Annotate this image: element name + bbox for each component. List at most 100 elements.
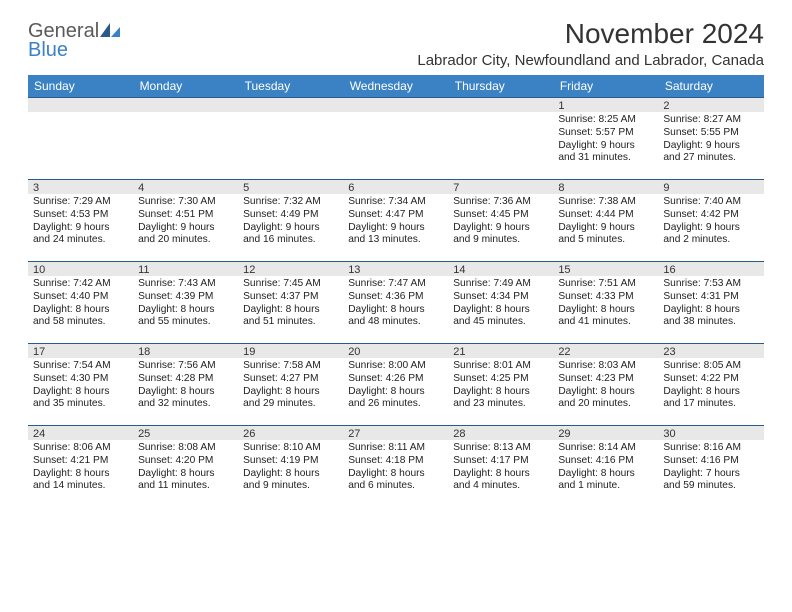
date-bar: 21: [448, 343, 553, 358]
day-detail: Sunrise: 7:34 AMSunset: 4:47 PMDaylight:…: [343, 194, 448, 247]
day-detail: Sunrise: 7:58 AMSunset: 4:27 PMDaylight:…: [238, 358, 343, 411]
calendar-cell: 30Sunrise: 8:16 AMSunset: 4:16 PMDayligh…: [658, 425, 763, 507]
day-detail: Sunrise: 7:45 AMSunset: 4:37 PMDaylight:…: [238, 276, 343, 329]
date-bar: 22: [553, 343, 658, 358]
day-detail: Sunrise: 7:43 AMSunset: 4:39 PMDaylight:…: [133, 276, 238, 329]
calendar-cell: 21Sunrise: 8:01 AMSunset: 4:25 PMDayligh…: [448, 343, 553, 425]
day-detail: Sunrise: 7:47 AMSunset: 4:36 PMDaylight:…: [343, 276, 448, 329]
calendar-cell: [28, 97, 133, 179]
calendar-cell: 2Sunrise: 8:27 AMSunset: 5:55 PMDaylight…: [658, 97, 763, 179]
date-bar: 9: [658, 179, 763, 194]
calendar-week-row: 1Sunrise: 8:25 AMSunset: 5:57 PMDaylight…: [28, 97, 764, 179]
day-detail: Sunrise: 8:25 AMSunset: 5:57 PMDaylight:…: [553, 112, 658, 165]
calendar-cell: 3Sunrise: 7:29 AMSunset: 4:53 PMDaylight…: [28, 179, 133, 261]
day-header: Sunday: [28, 75, 133, 97]
calendar-cell: 19Sunrise: 7:58 AMSunset: 4:27 PMDayligh…: [238, 343, 343, 425]
calendar-cell: 5Sunrise: 7:32 AMSunset: 4:49 PMDaylight…: [238, 179, 343, 261]
calendar-cell: 6Sunrise: 7:34 AMSunset: 4:47 PMDaylight…: [343, 179, 448, 261]
date-bar: 16: [658, 261, 763, 276]
date-bar: [448, 97, 553, 112]
date-bar: 5: [238, 179, 343, 194]
calendar-table: SundayMondayTuesdayWednesdayThursdayFrid…: [28, 75, 764, 507]
calendar-cell: 28Sunrise: 8:13 AMSunset: 4:17 PMDayligh…: [448, 425, 553, 507]
day-detail: Sunrise: 8:10 AMSunset: 4:19 PMDaylight:…: [238, 440, 343, 493]
date-bar: 7: [448, 179, 553, 194]
date-bar: 4: [133, 179, 238, 194]
day-detail: Sunrise: 8:13 AMSunset: 4:17 PMDaylight:…: [448, 440, 553, 493]
date-bar: 23: [658, 343, 763, 358]
day-detail: Sunrise: 8:03 AMSunset: 4:23 PMDaylight:…: [553, 358, 658, 411]
day-detail: Sunrise: 7:29 AMSunset: 4:53 PMDaylight:…: [28, 194, 133, 247]
calendar-cell: 22Sunrise: 8:03 AMSunset: 4:23 PMDayligh…: [553, 343, 658, 425]
month-title: November 2024: [417, 18, 764, 50]
date-bar: 17: [28, 343, 133, 358]
day-header-row: SundayMondayTuesdayWednesdayThursdayFrid…: [28, 75, 764, 97]
day-detail: Sunrise: 8:01 AMSunset: 4:25 PMDaylight:…: [448, 358, 553, 411]
calendar-cell: 26Sunrise: 8:10 AMSunset: 4:19 PMDayligh…: [238, 425, 343, 507]
date-bar: [238, 97, 343, 112]
day-detail: Sunrise: 7:42 AMSunset: 4:40 PMDaylight:…: [28, 276, 133, 329]
date-bar: 10: [28, 261, 133, 276]
date-bar: [133, 97, 238, 112]
date-bar: 30: [658, 425, 763, 440]
day-header: Saturday: [658, 75, 763, 97]
calendar-cell: 4Sunrise: 7:30 AMSunset: 4:51 PMDaylight…: [133, 179, 238, 261]
date-bar: 13: [343, 261, 448, 276]
day-detail: Sunrise: 7:32 AMSunset: 4:49 PMDaylight:…: [238, 194, 343, 247]
calendar-cell: 25Sunrise: 8:08 AMSunset: 4:20 PMDayligh…: [133, 425, 238, 507]
calendar-cell: [448, 97, 553, 179]
calendar-week-row: 10Sunrise: 7:42 AMSunset: 4:40 PMDayligh…: [28, 261, 764, 343]
date-bar: 14: [448, 261, 553, 276]
header: General Blue November 2024 Labrador City…: [28, 18, 764, 69]
date-bar: 8: [553, 179, 658, 194]
day-detail: Sunrise: 7:56 AMSunset: 4:28 PMDaylight:…: [133, 358, 238, 411]
calendar-cell: 8Sunrise: 7:38 AMSunset: 4:44 PMDaylight…: [553, 179, 658, 261]
day-detail: Sunrise: 8:08 AMSunset: 4:20 PMDaylight:…: [133, 440, 238, 493]
day-detail: Sunrise: 7:40 AMSunset: 4:42 PMDaylight:…: [658, 194, 763, 247]
calendar-cell: 13Sunrise: 7:47 AMSunset: 4:36 PMDayligh…: [343, 261, 448, 343]
calendar-cell: [238, 97, 343, 179]
date-bar: 20: [343, 343, 448, 358]
calendar-cell: 23Sunrise: 8:05 AMSunset: 4:22 PMDayligh…: [658, 343, 763, 425]
logo: General Blue: [28, 18, 120, 60]
date-bar: 25: [133, 425, 238, 440]
date-bar: 6: [343, 179, 448, 194]
day-header: Wednesday: [343, 75, 448, 97]
day-header: Thursday: [448, 75, 553, 97]
calendar-cell: 29Sunrise: 8:14 AMSunset: 4:16 PMDayligh…: [553, 425, 658, 507]
calendar-cell: 20Sunrise: 8:00 AMSunset: 4:26 PMDayligh…: [343, 343, 448, 425]
calendar-cell: 24Sunrise: 8:06 AMSunset: 4:21 PMDayligh…: [28, 425, 133, 507]
date-bar: 11: [133, 261, 238, 276]
day-detail: Sunrise: 7:49 AMSunset: 4:34 PMDaylight:…: [448, 276, 553, 329]
calendar-cell: 9Sunrise: 7:40 AMSunset: 4:42 PMDaylight…: [658, 179, 763, 261]
date-bar: 15: [553, 261, 658, 276]
calendar-cell: 16Sunrise: 7:53 AMSunset: 4:31 PMDayligh…: [658, 261, 763, 343]
day-detail: Sunrise: 7:54 AMSunset: 4:30 PMDaylight:…: [28, 358, 133, 411]
day-detail: Sunrise: 8:14 AMSunset: 4:16 PMDaylight:…: [553, 440, 658, 493]
calendar-cell: 17Sunrise: 7:54 AMSunset: 4:30 PMDayligh…: [28, 343, 133, 425]
day-detail: Sunrise: 8:11 AMSunset: 4:18 PMDaylight:…: [343, 440, 448, 493]
date-bar: 12: [238, 261, 343, 276]
calendar-cell: 7Sunrise: 7:36 AMSunset: 4:45 PMDaylight…: [448, 179, 553, 261]
day-detail: Sunrise: 8:16 AMSunset: 4:16 PMDaylight:…: [658, 440, 763, 493]
calendar-cell: 1Sunrise: 8:25 AMSunset: 5:57 PMDaylight…: [553, 97, 658, 179]
calendar-cell: 10Sunrise: 7:42 AMSunset: 4:40 PMDayligh…: [28, 261, 133, 343]
calendar-week-row: 17Sunrise: 7:54 AMSunset: 4:30 PMDayligh…: [28, 343, 764, 425]
calendar-cell: [133, 97, 238, 179]
date-bar: [28, 97, 133, 112]
date-bar: 29: [553, 425, 658, 440]
logo-sail-icon: [100, 20, 120, 42]
date-bar: 28: [448, 425, 553, 440]
date-bar: 18: [133, 343, 238, 358]
calendar-cell: 27Sunrise: 8:11 AMSunset: 4:18 PMDayligh…: [343, 425, 448, 507]
date-bar: 19: [238, 343, 343, 358]
calendar-cell: 15Sunrise: 7:51 AMSunset: 4:33 PMDayligh…: [553, 261, 658, 343]
location-subtitle: Labrador City, Newfoundland and Labrador…: [417, 52, 764, 69]
calendar-cell: 12Sunrise: 7:45 AMSunset: 4:37 PMDayligh…: [238, 261, 343, 343]
day-detail: Sunrise: 8:05 AMSunset: 4:22 PMDaylight:…: [658, 358, 763, 411]
calendar-cell: 18Sunrise: 7:56 AMSunset: 4:28 PMDayligh…: [133, 343, 238, 425]
date-bar: 27: [343, 425, 448, 440]
calendar-cell: [343, 97, 448, 179]
day-detail: Sunrise: 7:38 AMSunset: 4:44 PMDaylight:…: [553, 194, 658, 247]
calendar-week-row: 24Sunrise: 8:06 AMSunset: 4:21 PMDayligh…: [28, 425, 764, 507]
